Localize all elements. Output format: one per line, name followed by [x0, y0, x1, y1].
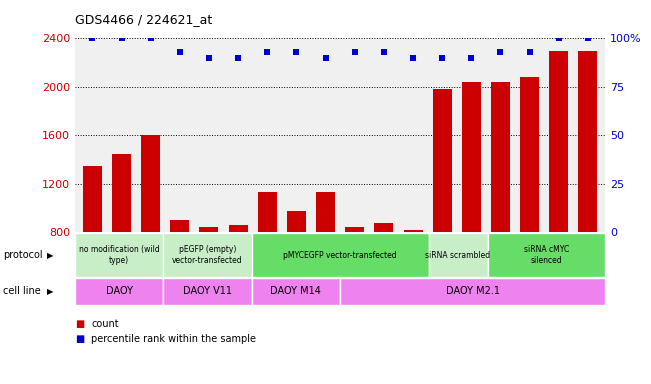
Bar — [345, 227, 364, 232]
Point — [495, 49, 506, 55]
Point — [583, 35, 593, 41]
Text: DAOY M2.1: DAOY M2.1 — [446, 286, 500, 296]
Text: pEGFP (empty)
vector-transfected: pEGFP (empty) vector-transfected — [173, 245, 243, 265]
Point — [233, 55, 243, 61]
Text: ▶: ▶ — [47, 287, 53, 296]
Bar — [258, 192, 277, 232]
Point — [437, 55, 447, 61]
Bar — [462, 82, 481, 232]
Point — [174, 49, 185, 55]
Bar — [141, 136, 160, 232]
Text: ■: ■ — [75, 319, 84, 329]
Text: percentile rank within the sample: percentile rank within the sample — [91, 334, 256, 344]
Bar — [287, 210, 306, 232]
Bar — [433, 89, 452, 232]
Bar — [112, 154, 131, 232]
Text: DAOY: DAOY — [105, 286, 133, 296]
Text: siRNA scrambled: siRNA scrambled — [426, 251, 491, 260]
Bar — [199, 227, 219, 232]
Text: ▶: ▶ — [47, 251, 53, 260]
Text: pMYCEGFP vector-transfected: pMYCEGFP vector-transfected — [283, 251, 397, 260]
Text: count: count — [91, 319, 118, 329]
Point — [87, 35, 98, 41]
Text: siRNA cMYC
silenced: siRNA cMYC silenced — [524, 245, 569, 265]
Text: GDS4466 / 224621_at: GDS4466 / 224621_at — [75, 13, 212, 26]
Point — [379, 49, 389, 55]
Text: protocol: protocol — [3, 250, 43, 260]
Bar — [374, 223, 393, 232]
Text: cell line: cell line — [3, 286, 41, 296]
Text: DAOY M14: DAOY M14 — [271, 286, 322, 296]
Bar — [549, 51, 568, 232]
Text: DAOY V11: DAOY V11 — [183, 286, 232, 296]
Bar — [229, 225, 247, 232]
Point — [408, 55, 418, 61]
Bar — [491, 82, 510, 232]
Text: no modification (wild
type): no modification (wild type) — [79, 245, 159, 265]
Bar — [579, 51, 598, 232]
Point — [553, 35, 564, 41]
Bar — [171, 220, 189, 232]
Bar — [404, 230, 422, 232]
Point — [204, 55, 214, 61]
Point — [145, 35, 156, 41]
Point — [466, 55, 477, 61]
Point — [291, 49, 301, 55]
Bar — [83, 166, 102, 232]
Bar — [520, 77, 539, 232]
Point — [117, 35, 127, 41]
Bar — [316, 192, 335, 232]
Point — [350, 49, 360, 55]
Text: ■: ■ — [75, 334, 84, 344]
Point — [525, 49, 535, 55]
Point — [262, 49, 273, 55]
Point — [320, 55, 331, 61]
